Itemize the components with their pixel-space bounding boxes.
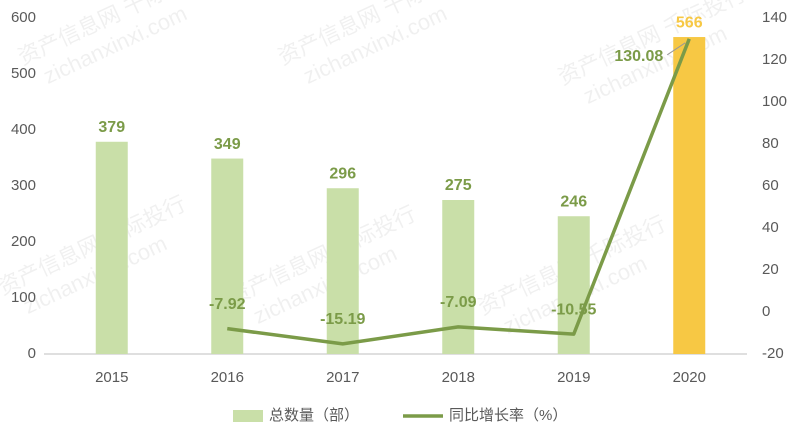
y2-tick-label: 0 <box>762 303 770 320</box>
x-tick-label: 2015 <box>95 369 128 386</box>
y-tick-label: 200 <box>11 233 36 250</box>
x-tick-label: 2016 <box>211 369 244 386</box>
y-tick-label: 100 <box>11 289 36 306</box>
bar-value-label: 379 <box>98 119 125 136</box>
line-value-label: -7.92 <box>209 296 246 313</box>
line-value-label: 130.08 <box>614 48 663 65</box>
bar <box>673 37 706 354</box>
x-tick-label: 2019 <box>557 369 590 386</box>
y-tick-label: 600 <box>11 9 36 26</box>
line-value-label: -10.55 <box>551 301 596 318</box>
legend-swatch <box>233 410 263 422</box>
bar <box>95 141 128 354</box>
x-tick-label: 2018 <box>442 369 475 386</box>
y2-tick-label: 120 <box>762 51 787 68</box>
y-tick-label: 500 <box>11 65 36 82</box>
y-tick-label: 300 <box>11 177 36 194</box>
bar-value-label: 566 <box>676 14 703 31</box>
bar-value-label: 349 <box>214 136 241 153</box>
y-tick-label: 0 <box>28 345 36 362</box>
y2-tick-label: 100 <box>762 93 787 110</box>
line-value-label: -7.09 <box>440 294 477 311</box>
legend-label: 同比增长率（%） <box>449 407 567 424</box>
bar <box>326 188 359 354</box>
legend-label: 总数量（部） <box>269 407 359 424</box>
x-tick-label: 2020 <box>673 369 706 386</box>
y2-tick-label: -20 <box>762 345 784 362</box>
x-tick-label: 2017 <box>326 369 359 386</box>
y-tick-label: 400 <box>11 121 36 138</box>
bar-value-label: 275 <box>445 177 472 194</box>
bar <box>211 158 244 354</box>
bar-value-label: 246 <box>560 193 587 210</box>
line <box>227 38 691 346</box>
line-value-label: -15.19 <box>320 311 365 328</box>
y2-tick-label: 20 <box>762 261 779 278</box>
y2-tick-label: 40 <box>762 219 779 236</box>
y2-tick-label: 60 <box>762 177 779 194</box>
leader-line <box>666 42 686 56</box>
bar <box>442 200 475 354</box>
y2-tick-label: 80 <box>762 135 779 152</box>
bar-value-label: 296 <box>329 165 356 182</box>
y2-tick-label: 140 <box>762 9 787 26</box>
